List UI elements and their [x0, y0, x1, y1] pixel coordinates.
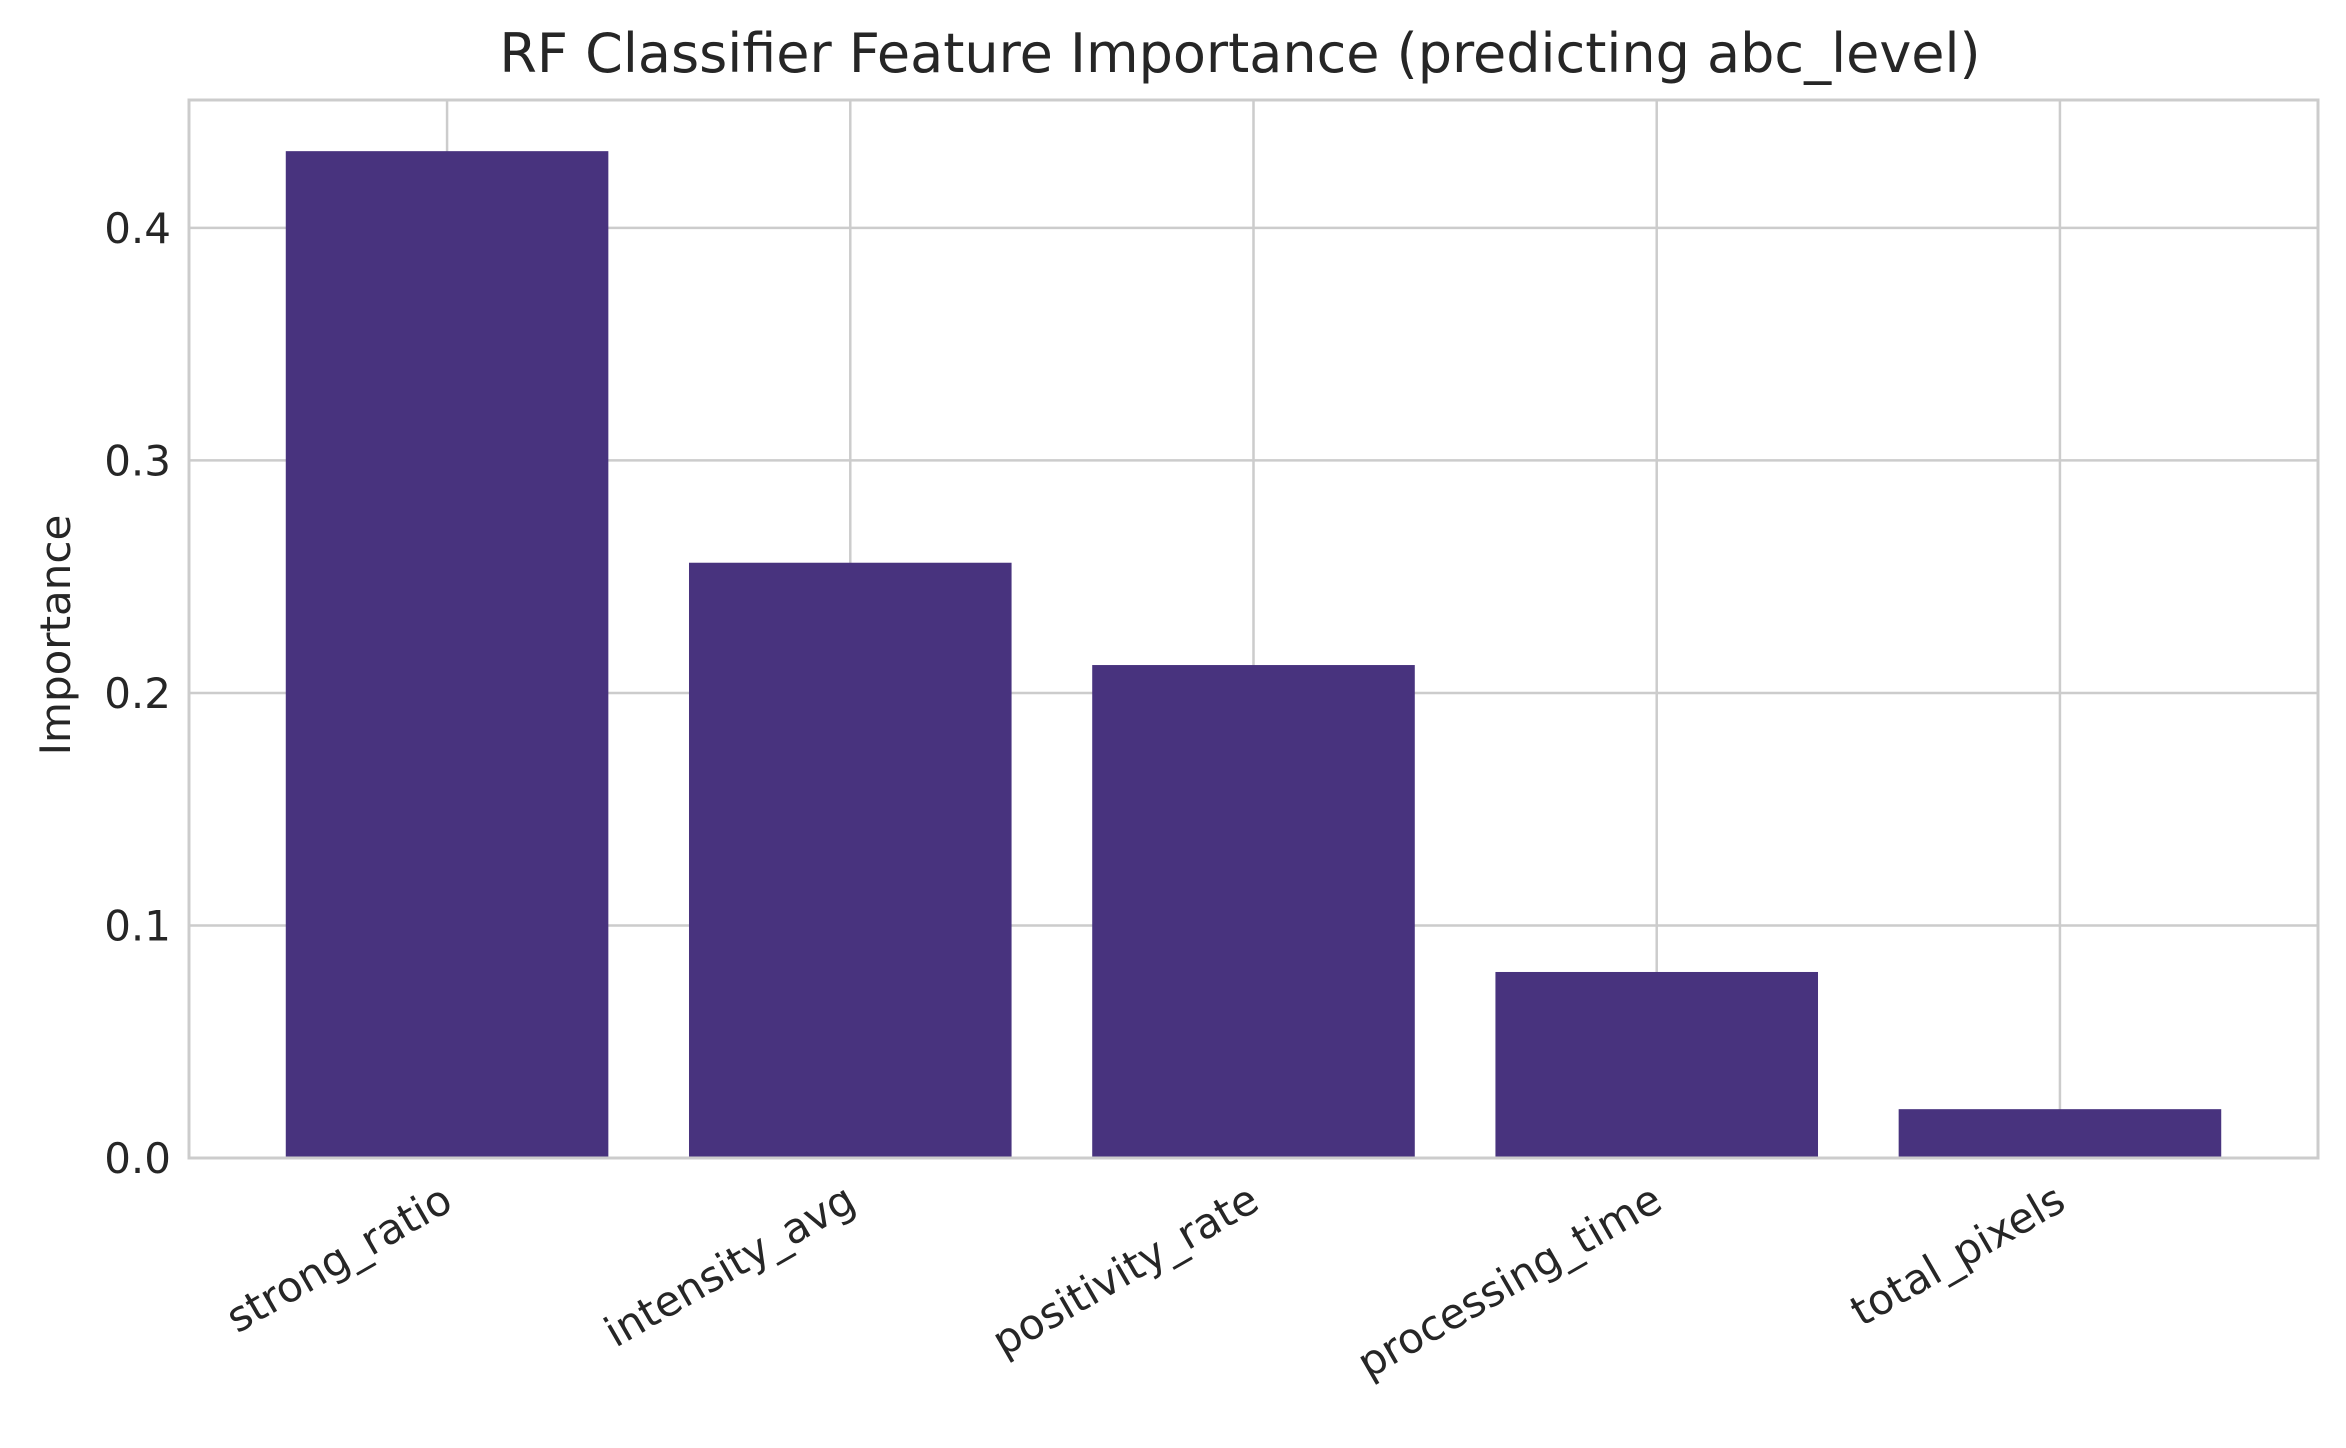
- y-tick-label: 0.1: [104, 901, 171, 950]
- y-axis-label: Importance: [31, 515, 80, 756]
- x-tick-label-intensity_avg: intensity_avg: [596, 1174, 863, 1357]
- bar-strong_ratio: [285, 151, 609, 1159]
- chart-title: RF Classifier Feature Importance (predic…: [499, 22, 1980, 85]
- bar-processing_time: [1495, 971, 1819, 1158]
- bar-positivity_rate: [1092, 665, 1415, 1158]
- bar-layer: [285, 151, 2222, 1159]
- x-tick-label-positivity_rate: positivity_rate: [984, 1174, 1267, 1366]
- y-tick-labels: 0.0 0.1 0.2 0.3 0.4: [104, 204, 171, 1183]
- x-tick-label-processing_time: processing_time: [1349, 1174, 1670, 1388]
- x-tick-label-total_pixels: total_pixels: [1842, 1174, 2073, 1336]
- bar-intensity_avg: [688, 562, 1012, 1158]
- x-tick-label-strong_ratio: strong_ratio: [218, 1174, 460, 1342]
- y-tick-label: 0.4: [104, 204, 171, 253]
- plot-frame: [187, 98, 2320, 1160]
- y-tick-label: 0.0: [104, 1134, 171, 1183]
- y-tick-label: 0.3: [104, 436, 171, 485]
- y-tick-label: 0.2: [104, 669, 171, 718]
- bar-total_pixels: [1898, 1109, 2222, 1158]
- x-tick-labels: strong_ratio intensity_avg positivity_rate…: [218, 1174, 2073, 1388]
